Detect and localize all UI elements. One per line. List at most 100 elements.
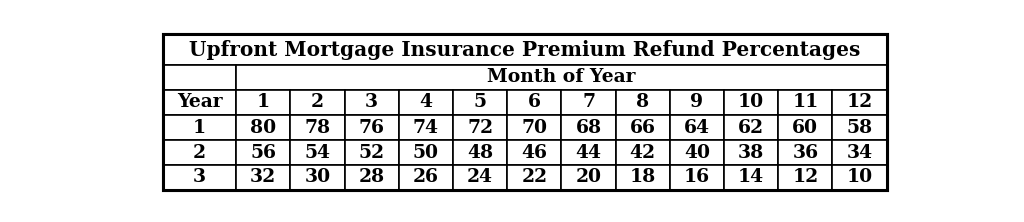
Text: 54: 54 bbox=[304, 144, 331, 162]
Text: 46: 46 bbox=[521, 144, 547, 162]
Bar bbox=[163, 165, 237, 190]
Text: 74: 74 bbox=[413, 119, 439, 137]
Bar bbox=[778, 89, 833, 115]
Bar bbox=[561, 89, 615, 115]
Text: 44: 44 bbox=[575, 144, 601, 162]
Text: 8: 8 bbox=[636, 93, 649, 111]
Bar bbox=[344, 89, 398, 115]
Text: 3: 3 bbox=[366, 93, 378, 111]
Bar bbox=[507, 89, 561, 115]
Bar bbox=[237, 89, 291, 115]
Text: 1: 1 bbox=[193, 119, 206, 137]
Bar bbox=[670, 115, 724, 140]
Bar bbox=[561, 165, 615, 190]
Text: 5: 5 bbox=[473, 93, 486, 111]
Bar bbox=[724, 140, 778, 165]
Bar bbox=[778, 165, 833, 190]
Bar bbox=[507, 115, 561, 140]
Text: 62: 62 bbox=[738, 119, 764, 137]
Bar bbox=[398, 115, 453, 140]
Bar bbox=[453, 165, 507, 190]
Text: 9: 9 bbox=[690, 93, 703, 111]
Bar bbox=[615, 89, 670, 115]
Text: 68: 68 bbox=[575, 119, 601, 137]
Bar bbox=[163, 140, 237, 165]
Bar bbox=[615, 115, 670, 140]
Text: 58: 58 bbox=[847, 119, 872, 137]
Text: 72: 72 bbox=[467, 119, 494, 137]
Text: 10: 10 bbox=[738, 93, 764, 111]
Text: 12: 12 bbox=[847, 93, 872, 111]
Text: 20: 20 bbox=[575, 168, 601, 186]
Bar bbox=[833, 165, 887, 190]
Text: 76: 76 bbox=[358, 119, 385, 137]
Bar bbox=[778, 140, 833, 165]
Bar bbox=[163, 115, 237, 140]
Bar bbox=[163, 65, 237, 89]
Text: 24: 24 bbox=[467, 168, 494, 186]
Text: Year: Year bbox=[177, 93, 222, 111]
Bar bbox=[778, 115, 833, 140]
Text: 12: 12 bbox=[793, 168, 818, 186]
Text: 3: 3 bbox=[193, 168, 206, 186]
Bar bbox=[724, 115, 778, 140]
Bar bbox=[833, 140, 887, 165]
Text: 78: 78 bbox=[304, 119, 331, 137]
Bar bbox=[291, 165, 344, 190]
Text: 56: 56 bbox=[250, 144, 276, 162]
Text: 36: 36 bbox=[793, 144, 818, 162]
Text: 14: 14 bbox=[738, 168, 764, 186]
Text: Upfront Mortgage Insurance Premium Refund Percentages: Upfront Mortgage Insurance Premium Refun… bbox=[189, 40, 860, 60]
Bar bbox=[237, 65, 887, 89]
Bar bbox=[724, 165, 778, 190]
Text: 18: 18 bbox=[630, 168, 655, 186]
Text: 11: 11 bbox=[793, 93, 818, 111]
Bar bbox=[833, 89, 887, 115]
Text: 40: 40 bbox=[684, 144, 710, 162]
Bar bbox=[237, 140, 291, 165]
Text: 50: 50 bbox=[413, 144, 439, 162]
Bar bbox=[453, 115, 507, 140]
Bar bbox=[291, 140, 344, 165]
Text: Month of Year: Month of Year bbox=[487, 69, 636, 87]
Bar bbox=[344, 115, 398, 140]
Bar bbox=[615, 140, 670, 165]
Text: 28: 28 bbox=[358, 168, 385, 186]
Text: 60: 60 bbox=[793, 119, 818, 137]
Text: 38: 38 bbox=[738, 144, 764, 162]
Bar bbox=[291, 115, 344, 140]
Text: 66: 66 bbox=[630, 119, 655, 137]
Bar bbox=[237, 115, 291, 140]
Text: 32: 32 bbox=[250, 168, 276, 186]
Bar bbox=[507, 165, 561, 190]
Bar bbox=[833, 115, 887, 140]
Text: 80: 80 bbox=[250, 119, 276, 137]
Bar bbox=[163, 89, 237, 115]
Text: 10: 10 bbox=[847, 168, 872, 186]
Bar bbox=[163, 34, 887, 65]
Text: 48: 48 bbox=[467, 144, 494, 162]
Bar bbox=[398, 140, 453, 165]
Text: 64: 64 bbox=[684, 119, 710, 137]
Bar bbox=[344, 140, 398, 165]
Bar bbox=[344, 165, 398, 190]
Text: 34: 34 bbox=[847, 144, 872, 162]
Text: 52: 52 bbox=[358, 144, 385, 162]
Text: 6: 6 bbox=[527, 93, 541, 111]
Text: 1: 1 bbox=[257, 93, 269, 111]
Text: 22: 22 bbox=[521, 168, 547, 186]
Bar bbox=[398, 89, 453, 115]
Bar bbox=[670, 140, 724, 165]
Bar bbox=[561, 115, 615, 140]
Text: 26: 26 bbox=[413, 168, 439, 186]
Bar bbox=[724, 89, 778, 115]
Text: 2: 2 bbox=[311, 93, 324, 111]
Text: 16: 16 bbox=[684, 168, 710, 186]
Bar bbox=[237, 165, 291, 190]
Bar bbox=[670, 165, 724, 190]
Bar bbox=[507, 140, 561, 165]
Bar bbox=[561, 140, 615, 165]
Text: 4: 4 bbox=[420, 93, 432, 111]
Bar bbox=[453, 89, 507, 115]
Bar bbox=[670, 89, 724, 115]
